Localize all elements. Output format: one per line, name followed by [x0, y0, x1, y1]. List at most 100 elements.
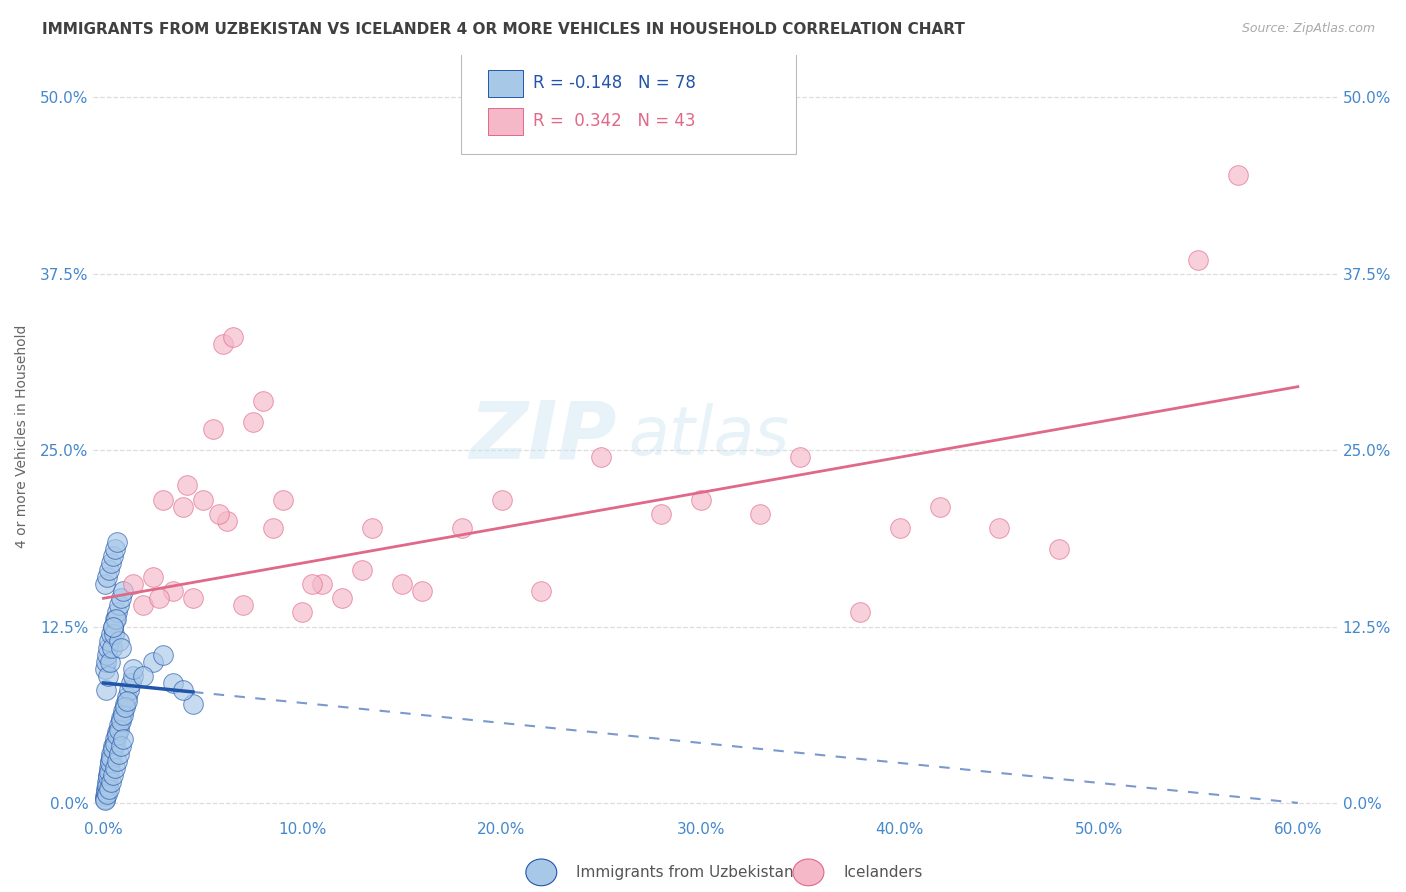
Point [96, 788, 118, 802]
Point [112, 732, 135, 747]
Point [100, 750, 122, 764]
Point [105, 754, 128, 768]
Point [361, 521, 384, 535]
Point [411, 584, 433, 599]
Text: R = -0.148   N = 78: R = -0.148 N = 78 [533, 74, 696, 93]
Point [201, 422, 224, 436]
Point [104, 541, 127, 556]
Point [222, 330, 245, 344]
Point [148, 591, 170, 606]
Point [98, 781, 121, 796]
Point [100, 655, 122, 669]
Text: atlas: atlas [628, 403, 790, 469]
Point [789, 450, 811, 465]
Point [108, 723, 131, 737]
FancyBboxPatch shape [488, 70, 523, 97]
Point [97, 669, 120, 683]
Point [689, 492, 711, 507]
Point [117, 690, 139, 704]
Point [104, 737, 127, 751]
Point [100, 774, 122, 789]
Point [96, 781, 118, 796]
Point [1187, 252, 1209, 267]
Point [849, 606, 872, 620]
Point [232, 599, 254, 613]
Point [98, 761, 121, 775]
Point [450, 521, 472, 535]
Point [262, 521, 284, 535]
Point [122, 577, 145, 591]
Point [105, 725, 128, 739]
Point [110, 591, 132, 606]
Text: Icelanders: Icelanders [844, 865, 922, 880]
Point [96, 774, 118, 789]
Point [118, 683, 141, 698]
Point [100, 626, 122, 640]
Point [749, 507, 772, 521]
Point [103, 767, 125, 781]
Point [98, 563, 121, 577]
Point [94, 577, 117, 591]
Point [98, 633, 121, 648]
Point [142, 570, 165, 584]
Point [530, 584, 553, 599]
Point [212, 337, 235, 351]
Point [104, 612, 127, 626]
Point [110, 714, 132, 728]
Y-axis label: 4 or more Vehicles in Household: 4 or more Vehicles in Household [15, 325, 30, 548]
Text: Source: ZipAtlas.com: Source: ZipAtlas.com [1241, 22, 1375, 36]
Point [208, 507, 231, 521]
Point [105, 612, 128, 626]
Point [110, 739, 132, 754]
Point [1047, 541, 1070, 556]
Point [117, 694, 139, 708]
Point [291, 606, 314, 620]
Point [491, 492, 513, 507]
Point [391, 577, 413, 591]
Point [104, 732, 127, 747]
Point [301, 577, 323, 591]
Point [112, 704, 135, 718]
Point [108, 718, 131, 732]
Point [94, 662, 117, 676]
Point [176, 478, 198, 492]
Point [103, 742, 125, 756]
Point [94, 789, 117, 803]
Point [650, 507, 672, 521]
Point [112, 708, 135, 723]
Point [94, 793, 117, 807]
Point [172, 500, 194, 514]
Point [101, 640, 124, 655]
Text: IMMIGRANTS FROM UZBEKISTAN VS ICELANDER 4 OR MORE VEHICLES IN HOUSEHOLD CORRELAT: IMMIGRANTS FROM UZBEKISTAN VS ICELANDER … [42, 22, 965, 37]
Point [152, 648, 174, 662]
Point [162, 584, 184, 599]
Point [132, 669, 155, 683]
Point [108, 633, 131, 648]
Point [162, 676, 184, 690]
Point [96, 648, 118, 662]
Point [103, 619, 125, 633]
Point [105, 534, 128, 549]
Point [122, 662, 145, 676]
Point [114, 697, 136, 711]
Point [181, 591, 204, 606]
Point [97, 771, 120, 785]
Point [103, 549, 125, 563]
Point [94, 791, 117, 805]
Point [928, 500, 950, 514]
Point [100, 747, 122, 761]
Point [96, 784, 118, 798]
Point [215, 514, 238, 528]
Point [97, 767, 120, 781]
Text: Immigrants from Uzbekistan: Immigrants from Uzbekistan [576, 865, 794, 880]
Point [96, 655, 118, 669]
Point [103, 739, 125, 754]
Point [100, 754, 122, 768]
Point [352, 563, 374, 577]
Point [591, 450, 613, 465]
Point [330, 591, 353, 606]
Point [97, 640, 120, 655]
Point [112, 584, 135, 599]
FancyBboxPatch shape [461, 52, 796, 154]
Point [108, 747, 131, 761]
